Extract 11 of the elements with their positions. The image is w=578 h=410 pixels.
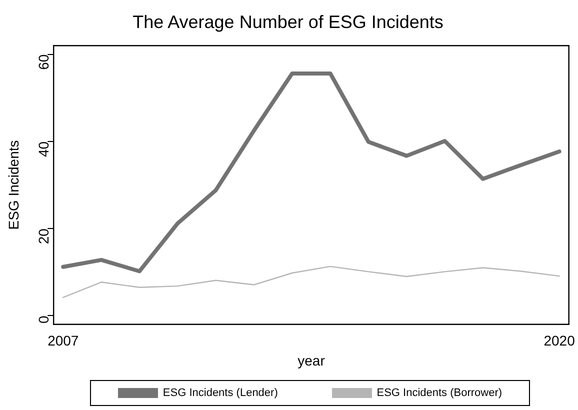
- y-tick-label: 0: [35, 315, 52, 324]
- y-tick-label: 60: [35, 54, 52, 70]
- legend-label: ESG Incidents (Borrower): [376, 387, 502, 399]
- y-axis-title: ESG Incidents: [5, 140, 22, 230]
- legend-label: ESG Incidents (Lender): [162, 387, 278, 399]
- y-tick-label: 20: [35, 228, 52, 244]
- x-axis-title: year: [298, 352, 326, 368]
- y-tick-label: 40: [35, 141, 52, 158]
- x-tick-label: 2007: [48, 332, 79, 349]
- x-tick-label: 2020: [544, 332, 576, 349]
- chart-title: The Average Number of ESG Incidents: [132, 12, 444, 32]
